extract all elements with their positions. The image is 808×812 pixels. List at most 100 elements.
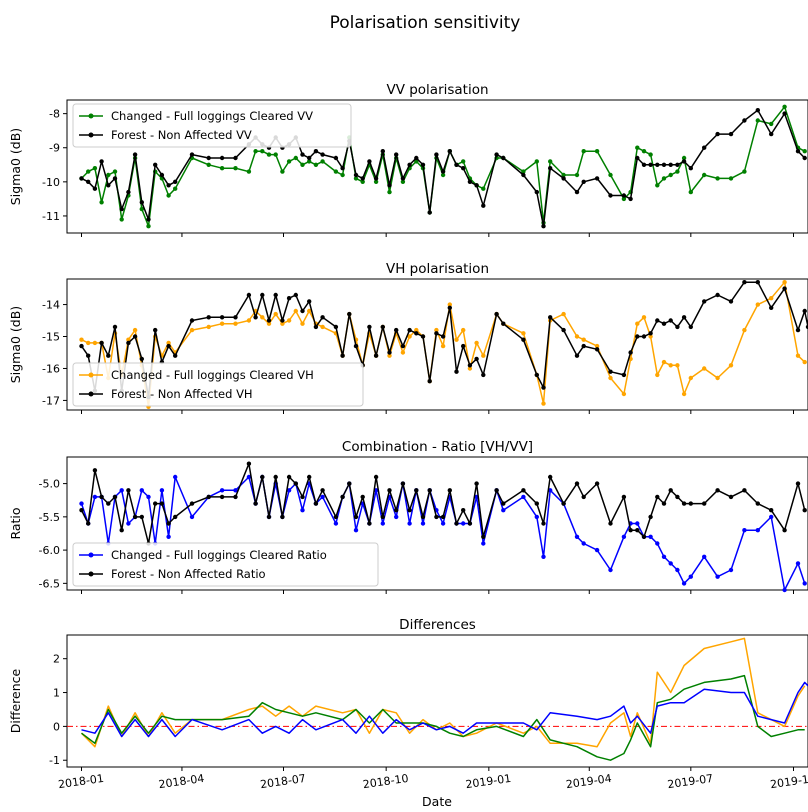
ratio-series-1-point — [146, 494, 151, 500]
vv-series-2-point — [132, 152, 138, 157]
ratio-series-1-point — [461, 521, 466, 526]
x-tick-label: 2019-10 — [769, 772, 808, 791]
ratio-series-2-point — [266, 514, 272, 520]
vv-series-2-point — [119, 206, 124, 212]
ratio-series-1-point — [648, 534, 653, 539]
ratio-series-1-point — [501, 508, 506, 513]
vv-series-1-point — [206, 162, 211, 167]
ratio-series-2-point — [253, 501, 258, 506]
vh-series-1-point — [387, 353, 392, 358]
vh-series-2-point — [675, 324, 680, 330]
vv-series-1-point — [112, 169, 118, 174]
vh-series-1-point — [434, 327, 439, 333]
vh-series-2-point — [474, 356, 479, 362]
vh-series-2-point — [581, 343, 586, 349]
vh-series-1-point — [648, 334, 653, 339]
ratio-series-1-point — [668, 561, 673, 566]
ratio-series-2-point — [802, 508, 807, 513]
vh-series-1-point — [688, 375, 693, 381]
ratio-series-2-point — [293, 481, 298, 486]
vv-series-2-point — [467, 179, 473, 184]
vv-series-2-point — [681, 159, 687, 164]
ratio-series-2-point — [661, 501, 667, 506]
vv-series-2-point — [521, 172, 526, 178]
ratio-series-2-point — [755, 501, 760, 506]
vh-series-2-point — [668, 318, 673, 323]
vv-series-2-point — [387, 183, 392, 188]
vv-series-2-point — [675, 162, 680, 167]
ratio-series-2-point — [173, 514, 178, 520]
vh-series-1-point — [621, 391, 627, 397]
vh-series-2-point — [769, 305, 774, 310]
ratio-series-1-point — [635, 521, 640, 526]
ratio-series-1-point — [159, 488, 165, 493]
vv-series-2-point — [635, 155, 640, 161]
vh-series-2-point — [715, 292, 720, 298]
ratio-series-2-point — [373, 474, 379, 480]
vv-series-1-point — [273, 152, 278, 157]
vv-series-2-point — [594, 176, 600, 181]
vv-series-2-point — [420, 162, 426, 167]
vh-series-2-point — [112, 324, 118, 330]
ratio-series-2-point — [668, 488, 673, 493]
vh-series-2-point — [521, 337, 526, 342]
ratio-series-2-point — [608, 521, 613, 526]
vh-series-2-point — [394, 327, 399, 333]
vh-legend: Changed - Full loggings Cleared VH Forest… — [72, 362, 364, 407]
vv-legend-swatch-marker — [88, 132, 94, 138]
ratio-y-tick-label: -5.5 — [39, 511, 60, 524]
ratio-series-2-point — [112, 494, 118, 500]
vv-series-2-point — [106, 183, 111, 188]
vv-series-2-point — [715, 131, 720, 137]
differences-y-tick-label: 0 — [53, 720, 60, 733]
vh-series-2-point — [219, 315, 225, 320]
vh-series-1-point — [581, 337, 586, 342]
ratio-series-2-point — [548, 474, 553, 480]
vh-series-1-point — [461, 327, 466, 333]
vh-series-2-point — [420, 334, 426, 339]
vv-series-1-point — [166, 193, 171, 198]
ratio-legend: Changed - Full loggings Cleared Ratio For… — [72, 542, 379, 587]
figure-title: Polarisation sensitivity — [330, 13, 521, 33]
vh-series-1-point — [641, 315, 647, 320]
vv-series-1-point — [99, 200, 104, 205]
ratio-series-2-point — [541, 521, 546, 526]
vh-series-1-point — [561, 311, 566, 317]
vv-series-2-point — [367, 159, 372, 164]
vh-series-2-point — [440, 334, 446, 339]
vh-series-2-point — [427, 379, 432, 384]
vv-series-1-point — [742, 169, 747, 174]
vh-series-2-point — [454, 369, 459, 374]
vv-series-2-point — [380, 149, 385, 154]
ratio-series-2-point — [454, 521, 459, 526]
vh-series-1-point — [206, 324, 211, 330]
vv-series-2-point — [360, 176, 365, 181]
differences-series-3-line — [81, 681, 808, 738]
ratio-series-1-point — [481, 541, 486, 546]
ratio-series-2-point — [420, 514, 426, 520]
vv-series-1-point — [608, 172, 613, 178]
vh-series-2-point — [139, 356, 144, 362]
vv-legend-label: Forest - Non Affected VV — [111, 128, 252, 142]
vh-panel: VH polarisation Sigma0 (dB) -17 -16 -15 -14… — [8, 261, 808, 414]
vv-series-2-point — [427, 210, 432, 215]
vh-series-1-point — [541, 401, 546, 406]
vh-y-tick-label: -14 — [42, 299, 60, 312]
vv-series-2-point — [166, 183, 171, 188]
vh-series-1-point — [246, 318, 252, 323]
vv-series-1-point — [266, 152, 272, 157]
vv-series-2-point — [159, 172, 165, 178]
vv-series-1-point — [782, 104, 787, 110]
differences-panel: Differences Difference -1 0 1 2 — [8, 617, 808, 771]
vv-series-2-point — [320, 152, 325, 157]
ratio-series-1-point — [420, 521, 426, 526]
vh-series-1-point — [668, 363, 673, 368]
ratio-series-2-point — [434, 514, 439, 520]
vv-series-1-point — [106, 172, 111, 178]
vh-y-tick-label: -16 — [42, 362, 60, 375]
vv-series-1-point — [574, 172, 580, 178]
vv-series-2-point — [173, 179, 178, 184]
vh-series-2-point — [688, 324, 693, 330]
vh-series-2-point — [273, 292, 278, 298]
ratio-series-1-point — [521, 494, 526, 500]
